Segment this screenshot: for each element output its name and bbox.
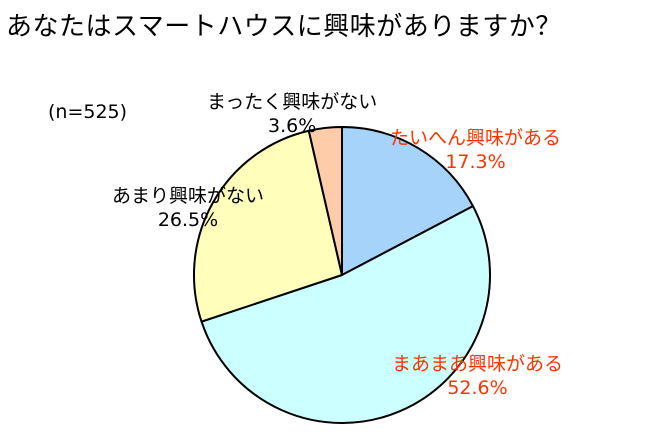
slice-label: まったく興味がない 3.6% bbox=[207, 90, 377, 138]
slice-label-value: 17.3% bbox=[445, 151, 506, 173]
slice-label-value: 52.6% bbox=[447, 377, 508, 399]
chart-title: あなたはスマートハウスに興味がありますか？ bbox=[6, 12, 562, 42]
pie-slice bbox=[307, 126, 343, 276]
slice-label-name: まあまあ興味がある bbox=[392, 353, 564, 375]
slice-label-value: 3.6% bbox=[267, 115, 317, 137]
slice-label: たいへん興味がある 17.3% bbox=[390, 126, 561, 174]
slice-label-name: あまり興味がない bbox=[112, 185, 265, 207]
slice-label: まあまあ興味がある 52.6% bbox=[392, 352, 563, 400]
slice-label: あまり興味がない 26.5% bbox=[112, 184, 264, 232]
pie-slice bbox=[341, 126, 475, 276]
slice-label-name: まったく興味がない bbox=[207, 91, 378, 113]
sample-size-label: (n=525) bbox=[48, 101, 128, 123]
pie-slice bbox=[193, 129, 343, 323]
slice-label-value: 26.5% bbox=[157, 209, 219, 231]
pie-slice bbox=[200, 205, 491, 424]
slice-label-name: たいへん興味がある bbox=[390, 127, 562, 149]
